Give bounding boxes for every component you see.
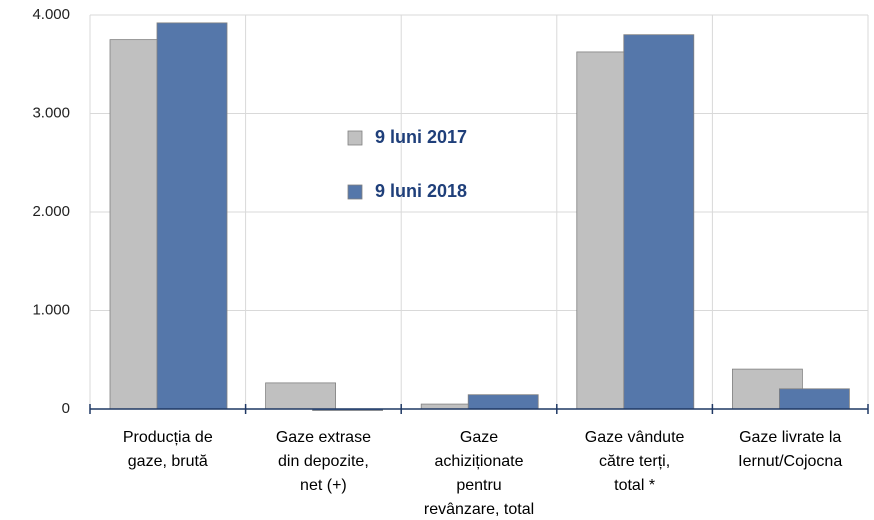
y-tick-label: 2.000 <box>32 203 70 220</box>
bar <box>779 388 850 410</box>
x-tick-label: către terți, <box>599 453 670 470</box>
legend-swatch <box>347 184 363 200</box>
x-tick-label: Gaze <box>460 429 498 446</box>
x-tick-label: Gaze livrate la <box>739 429 841 446</box>
x-tick-label: revânzare, total <box>424 501 534 518</box>
y-tick-label: 0 <box>62 400 70 417</box>
bar <box>156 22 228 410</box>
bar <box>623 34 695 410</box>
bar <box>265 382 337 410</box>
x-tick-label: din depozite, <box>278 453 369 470</box>
legend-swatch <box>347 130 363 146</box>
x-tick-label: net (+) <box>300 477 347 494</box>
x-tick-label: achiziționate <box>435 453 524 470</box>
x-tick-label: gaze, brută <box>128 453 208 470</box>
legend-label: 9 luni 2017 <box>375 127 467 147</box>
bar <box>467 394 539 410</box>
x-tick-label: pentru <box>456 477 501 494</box>
x-tick-label: Iernut/Cojocna <box>738 453 842 470</box>
legend-label: 9 luni 2018 <box>375 181 467 201</box>
x-tick-label: Gaze extrase <box>276 429 371 446</box>
x-tick-label: Gaze vândute <box>585 429 685 446</box>
x-tick-label: Producția de <box>123 429 213 446</box>
y-tick-label: 3.000 <box>32 104 70 121</box>
y-tick-label: 1.000 <box>32 301 70 318</box>
x-tick-label: total * <box>614 477 655 494</box>
y-tick-label: 4.000 <box>32 6 70 23</box>
